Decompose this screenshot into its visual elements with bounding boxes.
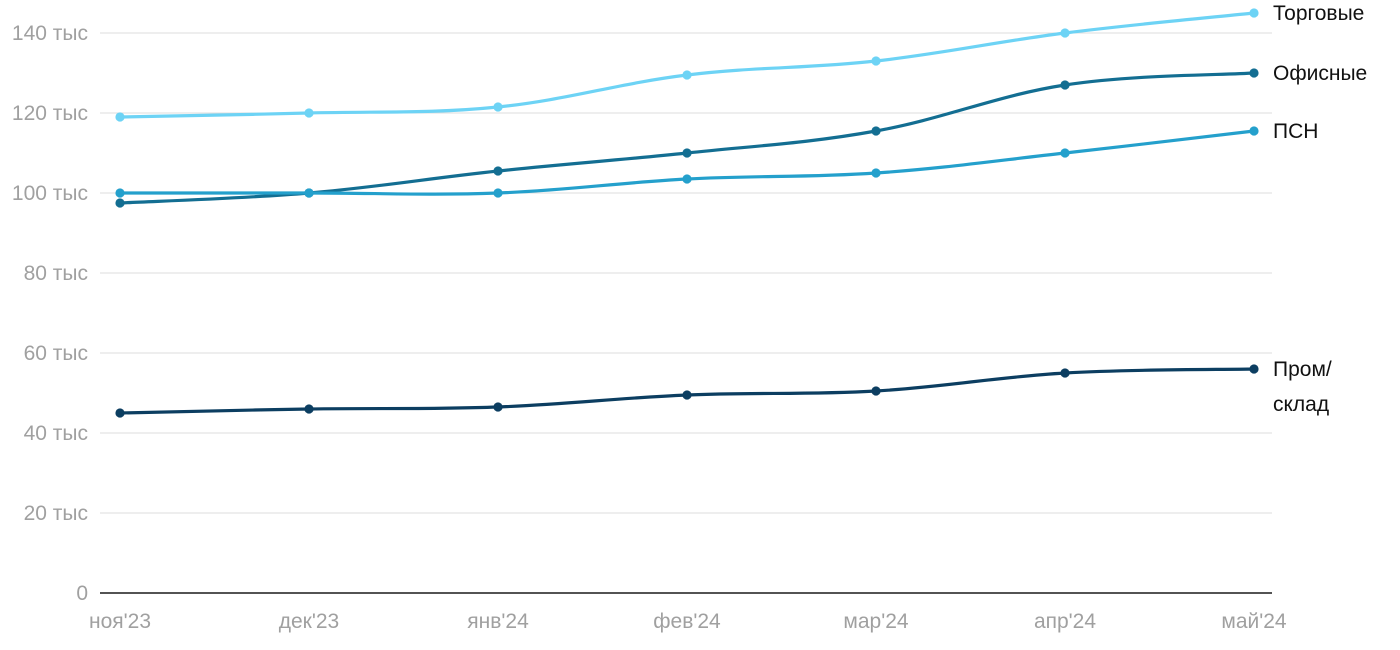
data-point bbox=[115, 198, 125, 208]
data-point bbox=[115, 188, 125, 198]
x-tick-label: ноя'23 bbox=[89, 610, 151, 633]
data-point bbox=[871, 168, 881, 178]
series-1 bbox=[115, 8, 1259, 122]
series-line bbox=[118, 129, 1256, 196]
data-point bbox=[1060, 148, 1070, 158]
y-tick-label: 100 тыс bbox=[12, 182, 88, 205]
x-tick-label: мар'24 bbox=[843, 610, 908, 633]
data-point bbox=[1249, 68, 1259, 78]
series-lines bbox=[115, 8, 1259, 418]
series-2 bbox=[115, 68, 1259, 208]
series-label: склад bbox=[1273, 393, 1329, 416]
series-label: Торговые bbox=[1273, 2, 1364, 25]
x-tick-label: апр'24 bbox=[1034, 610, 1096, 633]
data-point bbox=[1249, 8, 1259, 18]
y-tick-label: 80 тыс bbox=[24, 262, 88, 285]
x-tick-label: фев'24 bbox=[653, 610, 721, 633]
y-tick-label: 140 тыс bbox=[12, 22, 88, 45]
data-point bbox=[871, 386, 881, 396]
data-point bbox=[493, 166, 503, 176]
data-point bbox=[493, 188, 503, 198]
grid-lines bbox=[100, 32, 1272, 514]
y-tick-label: 60 тыс bbox=[24, 342, 88, 365]
data-point bbox=[115, 112, 125, 122]
data-point bbox=[493, 102, 503, 112]
series-3 bbox=[115, 126, 1259, 198]
x-tick-label: янв'24 bbox=[467, 610, 529, 633]
series-labels: Торговые Офисные ПСН Пром/склад bbox=[1273, 2, 1367, 416]
series-label: Офисные bbox=[1273, 62, 1367, 85]
x-tick-label: дек'23 bbox=[279, 610, 340, 633]
data-point bbox=[1249, 364, 1259, 374]
data-point bbox=[304, 108, 314, 118]
data-point bbox=[1060, 28, 1070, 38]
y-tick-label: 40 тыс bbox=[24, 422, 88, 445]
x-tick-label: май'24 bbox=[1221, 610, 1287, 633]
data-point bbox=[1060, 80, 1070, 90]
data-point bbox=[115, 408, 125, 418]
y-tick-label: 120 тыс bbox=[12, 102, 88, 125]
data-point bbox=[1249, 126, 1259, 136]
series-line bbox=[118, 11, 1256, 119]
data-point bbox=[304, 404, 314, 414]
data-point bbox=[682, 70, 692, 80]
series-4 bbox=[115, 364, 1259, 418]
data-point bbox=[682, 174, 692, 184]
series-label: ПСН bbox=[1273, 120, 1318, 143]
data-point bbox=[493, 402, 503, 412]
data-point bbox=[1060, 368, 1070, 378]
y-tick-label: 0 bbox=[76, 582, 88, 605]
data-point bbox=[871, 56, 881, 66]
data-point bbox=[682, 148, 692, 158]
data-point bbox=[682, 390, 692, 400]
data-point bbox=[304, 188, 314, 198]
series-label: Пром/ bbox=[1273, 358, 1332, 381]
axes: 0 20 тыс 40 тыс 60 тыс 80 тыс 100 тыс 120 тыс 1… bbox=[12, 22, 1287, 633]
data-point bbox=[871, 126, 881, 136]
y-tick-label: 20 тыс bbox=[24, 502, 88, 525]
